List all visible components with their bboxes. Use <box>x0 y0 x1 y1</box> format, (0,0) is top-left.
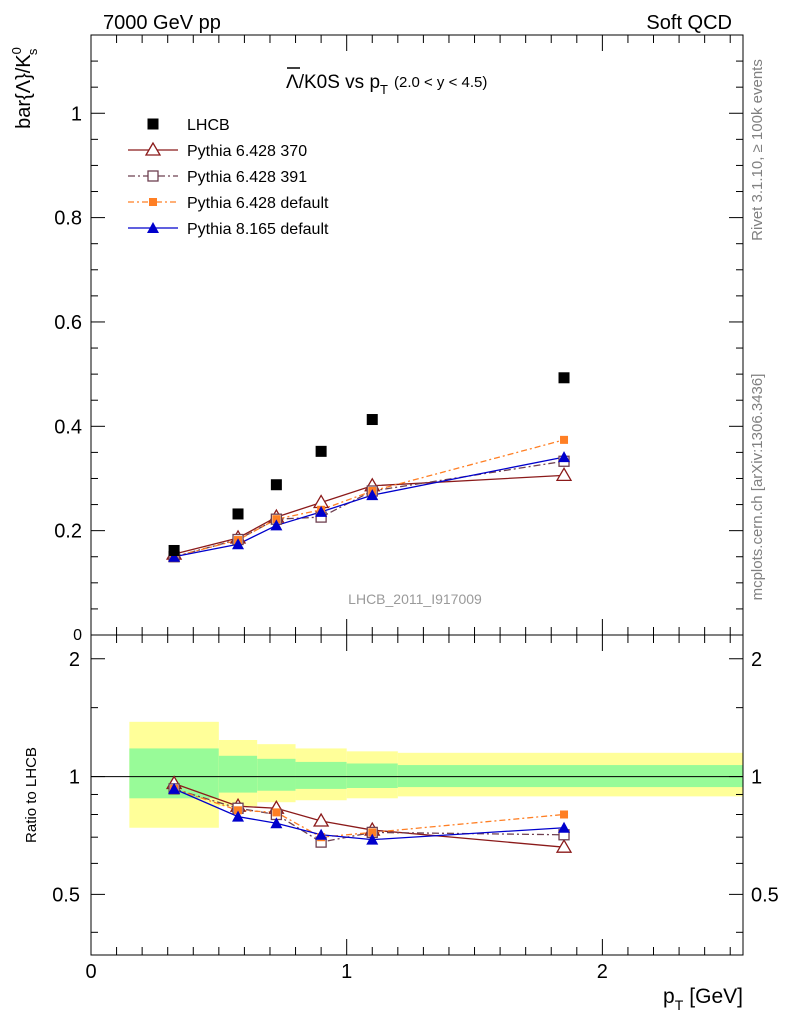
legend-marker-lhcb <box>147 118 159 130</box>
y-tick-label: 1 <box>71 103 82 125</box>
series-ratio-marker-3 <box>270 817 283 829</box>
series-ratio-marker-0 <box>555 838 573 853</box>
y-tick-label: 0.4 <box>54 416 82 438</box>
lhcb-data-point <box>168 544 180 556</box>
legend-marker-0 <box>144 141 162 156</box>
rivet-version-label: Rivet 3.1.10, ≥ 100k events <box>749 59 766 241</box>
series-line-main-0 <box>173 474 565 555</box>
title-sub: T <box>380 82 388 97</box>
series-marker-0 <box>555 467 573 481</box>
mc-series-markers <box>165 435 573 853</box>
plot-title: Λ/K0S vs pT (2.0 < y < 4.5) <box>286 72 487 97</box>
series-line-main-2 <box>173 439 565 558</box>
y-axis-label-sup: 0 <box>9 47 24 54</box>
y-axis-label-sub: s <box>25 48 40 55</box>
mcplots-label: mcplots.cern.ch [arXiv:1306.3436] <box>749 374 766 601</box>
lhcb-data-point <box>315 445 327 457</box>
series-marker-2 <box>272 515 281 524</box>
ratio-tick-label-right: 2 <box>751 649 762 671</box>
beam-energy-label: 7000 GeV pp <box>103 12 221 34</box>
series-ratio-marker-3 <box>232 810 245 822</box>
legend-marker-2 <box>149 198 157 206</box>
series-ratio-marker-2 <box>272 808 281 817</box>
legend-label-lhcb: LHCB <box>187 117 230 134</box>
title-cut: (2.0 < y < 4.5) <box>394 74 487 91</box>
series-ratio-marker-2 <box>234 806 243 815</box>
x-axis-label: pT [GeV] <box>663 985 743 1013</box>
series-ratio-marker-2 <box>368 828 377 837</box>
ratio-tick-label: 0.5 <box>52 884 80 906</box>
lhcb-data-point <box>270 479 282 491</box>
band-green-3 <box>295 761 347 789</box>
x-axis-label-main: p <box>663 985 675 1008</box>
band-green-1 <box>218 755 258 793</box>
series-marker-3 <box>315 505 328 517</box>
legend-label-1: Pythia 6.428 391 <box>187 169 307 186</box>
ratio-tick-label-right: 0.5 <box>751 884 779 906</box>
process-label: Soft QCD <box>646 12 732 34</box>
data-uncertainty-bands <box>129 721 743 828</box>
series-ratio-marker-3 <box>168 782 181 794</box>
series-marker-3 <box>232 538 245 550</box>
series-marker-3 <box>558 451 571 463</box>
legend-marker-1 <box>147 170 159 182</box>
series-ratio-marker-2 <box>560 810 569 819</box>
series-line-ratio-2 <box>173 788 565 838</box>
legend-label-0: Pythia 6.428 370 <box>187 143 307 160</box>
lhcb-data-markers <box>168 372 570 556</box>
title-main: /K0S vs p <box>299 72 380 93</box>
ratio-tick-label-right: 1 <box>751 767 762 789</box>
series-marker-3 <box>270 519 283 531</box>
analysis-watermark: LHCB_2011_I917009 <box>348 591 482 607</box>
y-tick-label: 0.2 <box>54 521 82 543</box>
x-axis-label-sub: T <box>675 997 684 1013</box>
legend-label-2: Pythia 6.428 default <box>187 195 329 212</box>
series-line-ratio-1 <box>173 788 565 843</box>
y-tick-label: 0.6 <box>54 312 82 334</box>
axis-ticks <box>90 35 743 955</box>
y-axis-label: bar{Λ}/K0s <box>9 47 40 129</box>
x-tick-label: 1 <box>341 961 352 983</box>
mc-series-lines <box>173 439 565 848</box>
legend: LHCB Pythia 6.428 370 Pythia 6.428 391 Pyth… <box>128 117 329 238</box>
y-tick-label-zero: 0 <box>73 627 82 644</box>
band-green-4 <box>346 763 398 788</box>
title-lambda: Λ <box>286 72 299 93</box>
series-line-main-1 <box>173 460 565 558</box>
lhcb-data-point <box>366 414 378 426</box>
lhcb-data-point <box>232 508 244 520</box>
axis-tick-labels: 0.2 0.4 0.6 0.8 1 0 0 1 2 0.5 0.5 1 1 2 2 <box>52 103 779 983</box>
band-green-2 <box>257 758 296 791</box>
ratio-y-axis-label: Ratio to LHCB <box>23 747 40 843</box>
ratio-tick-label: 1 <box>69 767 80 789</box>
lhcb-data-point <box>558 372 570 384</box>
x-axis-label-unit: [GeV] <box>689 985 743 1008</box>
series-line-main-3 <box>173 456 565 558</box>
series-ratio-marker-0 <box>312 812 330 827</box>
series-marker-2 <box>560 435 569 444</box>
legend-label-3: Pythia 8.165 default <box>187 221 329 238</box>
series-marker-3 <box>366 489 379 501</box>
series-ratio-marker-3 <box>558 821 571 833</box>
series-ratio-marker-3 <box>315 828 328 840</box>
series-marker-3 <box>168 550 181 562</box>
x-tick-label: 2 <box>597 961 608 983</box>
ratio-plot-frame <box>90 634 744 956</box>
y-axis-label-main: bar{Λ}/K <box>13 54 35 129</box>
y-tick-label: 0.8 <box>54 208 82 230</box>
series-line-ratio-3 <box>173 788 565 841</box>
legend-marker-3 <box>147 222 159 233</box>
series-ratio-marker-3 <box>366 833 379 845</box>
ratio-tick-label: 2 <box>69 649 80 671</box>
x-tick-label: 0 <box>85 961 96 983</box>
